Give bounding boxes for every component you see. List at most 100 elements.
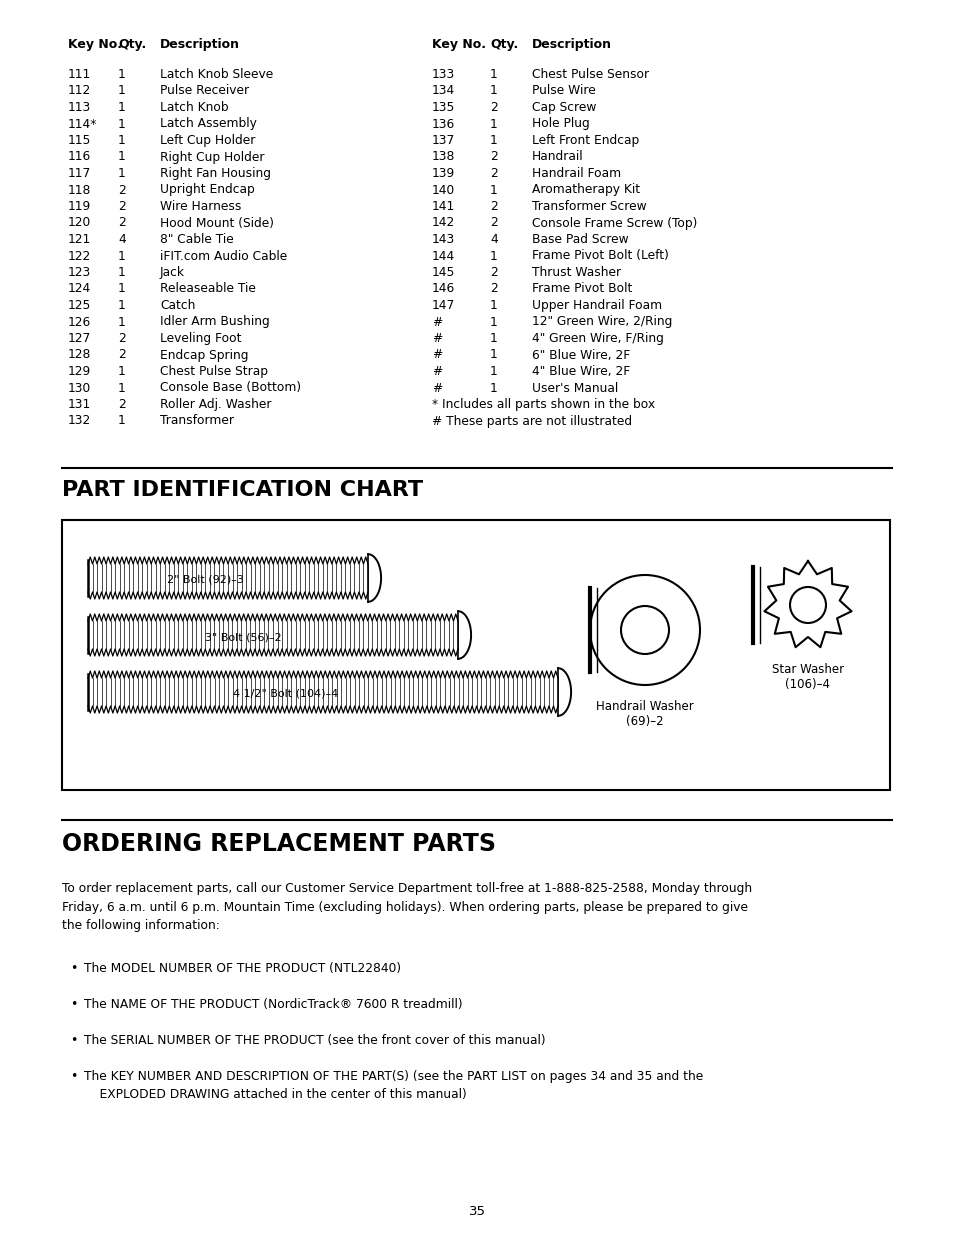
Text: Qty.: Qty. [118, 38, 146, 51]
Text: 120: 120 [68, 216, 91, 230]
Text: 2" Bolt (92)–3: 2" Bolt (92)–3 [167, 576, 244, 585]
Text: 144: 144 [432, 249, 455, 263]
Text: 1: 1 [490, 366, 497, 378]
Text: Latch Assembly: Latch Assembly [160, 117, 256, 131]
Text: 1: 1 [118, 151, 126, 163]
Text: PART IDENTIFICATION CHART: PART IDENTIFICATION CHART [62, 480, 423, 500]
Text: Jack: Jack [160, 266, 185, 279]
Text: 147: 147 [432, 299, 455, 312]
Text: The SERIAL NUMBER OF THE PRODUCT (see the front cover of this manual): The SERIAL NUMBER OF THE PRODUCT (see th… [84, 1034, 545, 1047]
Text: 1: 1 [118, 84, 126, 98]
Text: 111: 111 [68, 68, 91, 82]
Text: 4 1/2" Bolt (104)–4: 4 1/2" Bolt (104)–4 [233, 689, 337, 699]
Text: 137: 137 [432, 135, 455, 147]
Text: The MODEL NUMBER OF THE PRODUCT (NTL22840): The MODEL NUMBER OF THE PRODUCT (NTL2284… [84, 962, 400, 974]
Text: 133: 133 [432, 68, 455, 82]
Text: •: • [70, 1070, 77, 1083]
Text: 2: 2 [490, 266, 497, 279]
Text: #: # [432, 332, 442, 345]
Text: 2: 2 [118, 398, 126, 411]
Text: 146: 146 [432, 283, 455, 295]
Text: 2: 2 [490, 167, 497, 180]
Text: Pulse Receiver: Pulse Receiver [160, 84, 249, 98]
Text: 1: 1 [490, 184, 497, 196]
Text: 2: 2 [490, 200, 497, 212]
Text: 129: 129 [68, 366, 91, 378]
Text: 117: 117 [68, 167, 91, 180]
Text: Frame Pivot Bolt: Frame Pivot Bolt [532, 283, 632, 295]
Text: 1: 1 [490, 249, 497, 263]
Text: 8" Cable Tie: 8" Cable Tie [160, 233, 233, 246]
Text: 35: 35 [468, 1205, 485, 1218]
Text: 138: 138 [432, 151, 455, 163]
Text: Idler Arm Bushing: Idler Arm Bushing [160, 315, 270, 329]
Text: User's Manual: User's Manual [532, 382, 618, 394]
Text: 118: 118 [68, 184, 91, 196]
Text: Pulse Wire: Pulse Wire [532, 84, 595, 98]
Text: Left Cup Holder: Left Cup Holder [160, 135, 255, 147]
Text: 114*: 114* [68, 117, 97, 131]
Text: 1: 1 [118, 135, 126, 147]
Text: 2: 2 [490, 151, 497, 163]
Text: 1: 1 [490, 332, 497, 345]
Text: The NAME OF THE PRODUCT (NordicTrack® 7600 R treadmill): The NAME OF THE PRODUCT (NordicTrack® 76… [84, 998, 462, 1011]
Text: #: # [432, 315, 442, 329]
Text: 139: 139 [432, 167, 455, 180]
Text: 112: 112 [68, 84, 91, 98]
Text: 131: 131 [68, 398, 91, 411]
Text: 4: 4 [118, 233, 126, 246]
Text: Transformer Screw: Transformer Screw [532, 200, 646, 212]
Text: 1: 1 [118, 249, 126, 263]
Text: 2: 2 [118, 200, 126, 212]
Text: Chest Pulse Strap: Chest Pulse Strap [160, 366, 268, 378]
Text: # These parts are not illustrated: # These parts are not illustrated [432, 415, 632, 427]
Text: Catch: Catch [160, 299, 195, 312]
Text: •: • [70, 998, 77, 1011]
Text: Right Fan Housing: Right Fan Housing [160, 167, 271, 180]
Text: 134: 134 [432, 84, 455, 98]
Text: 2: 2 [118, 216, 126, 230]
Text: 113: 113 [68, 101, 91, 114]
Text: 2: 2 [118, 332, 126, 345]
Text: 142: 142 [432, 216, 455, 230]
Text: 1: 1 [490, 299, 497, 312]
Text: 116: 116 [68, 151, 91, 163]
Text: 2: 2 [490, 283, 497, 295]
Text: Leveling Foot: Leveling Foot [160, 332, 241, 345]
Text: 1: 1 [118, 315, 126, 329]
Text: Key No.: Key No. [432, 38, 485, 51]
Text: 2: 2 [490, 101, 497, 114]
Text: 1: 1 [118, 68, 126, 82]
Text: Description: Description [160, 38, 240, 51]
Text: Thrust Washer: Thrust Washer [532, 266, 620, 279]
Text: Latch Knob Sleeve: Latch Knob Sleeve [160, 68, 273, 82]
Text: 12" Green Wire, 2/Ring: 12" Green Wire, 2/Ring [532, 315, 672, 329]
Text: 4: 4 [490, 233, 497, 246]
Text: 128: 128 [68, 348, 91, 362]
Text: Handrail Foam: Handrail Foam [532, 167, 620, 180]
Text: Releaseable Tie: Releaseable Tie [160, 283, 255, 295]
Text: 2: 2 [490, 216, 497, 230]
Text: 132: 132 [68, 415, 91, 427]
Text: 115: 115 [68, 135, 91, 147]
Text: Right Cup Holder: Right Cup Holder [160, 151, 264, 163]
Text: Handrail Washer
(69)–2: Handrail Washer (69)–2 [596, 700, 693, 727]
Text: The KEY NUMBER AND DESCRIPTION OF THE PART(S) (see the PART LIST on pages 34 and: The KEY NUMBER AND DESCRIPTION OF THE PA… [84, 1070, 702, 1100]
Text: #: # [432, 382, 442, 394]
Text: 1: 1 [490, 382, 497, 394]
Text: 1: 1 [118, 283, 126, 295]
Text: 1: 1 [490, 84, 497, 98]
Text: 143: 143 [432, 233, 455, 246]
Text: iFIT.com Audio Cable: iFIT.com Audio Cable [160, 249, 287, 263]
Text: Left Front Endcap: Left Front Endcap [532, 135, 639, 147]
Text: Hole Plug: Hole Plug [532, 117, 589, 131]
Text: 1: 1 [490, 315, 497, 329]
Text: 1: 1 [490, 68, 497, 82]
Text: 4" Blue Wire, 2F: 4" Blue Wire, 2F [532, 366, 630, 378]
Text: Qty.: Qty. [490, 38, 517, 51]
Text: 140: 140 [432, 184, 455, 196]
Text: ORDERING REPLACEMENT PARTS: ORDERING REPLACEMENT PARTS [62, 832, 496, 856]
Text: Latch Knob: Latch Knob [160, 101, 229, 114]
Text: * Includes all parts shown in the box: * Includes all parts shown in the box [432, 398, 655, 411]
Text: To order replacement parts, call our Customer Service Department toll-free at 1-: To order replacement parts, call our Cus… [62, 882, 751, 932]
